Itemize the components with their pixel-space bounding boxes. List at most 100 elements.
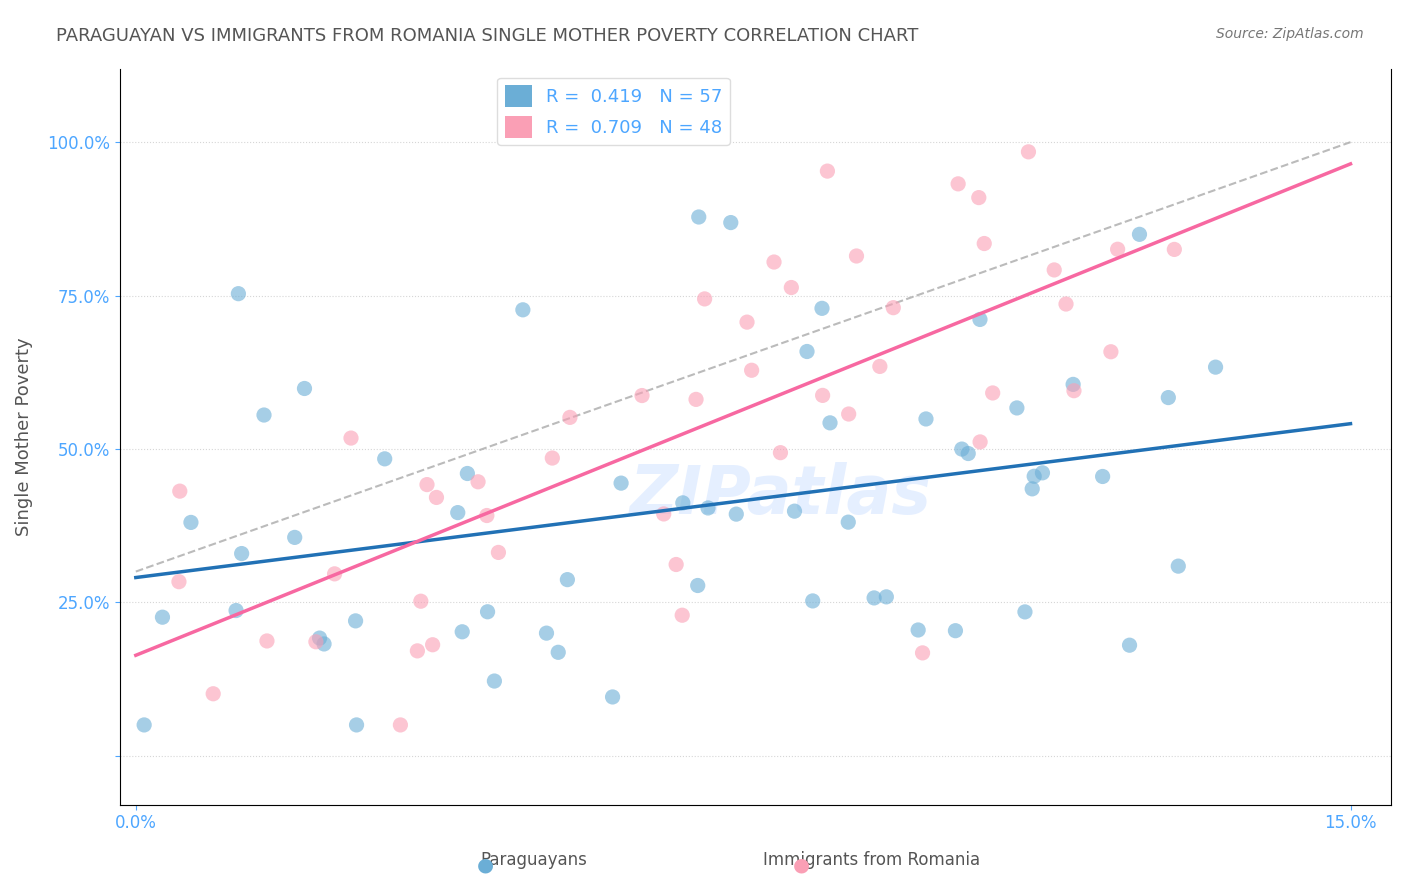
Point <box>231 547 253 561</box>
Point <box>1157 391 1180 405</box>
Point <box>911 646 934 660</box>
Point <box>725 507 748 521</box>
Text: ●: ● <box>793 855 810 875</box>
Point <box>1021 482 1043 496</box>
Point <box>1005 401 1028 415</box>
Point <box>256 634 278 648</box>
Point <box>374 451 396 466</box>
Point <box>253 408 276 422</box>
Point <box>456 467 478 481</box>
Point <box>541 451 564 466</box>
Point <box>1205 360 1227 375</box>
Point <box>484 673 506 688</box>
Point <box>815 164 838 178</box>
Point <box>973 236 995 251</box>
Point <box>671 608 693 623</box>
Point <box>720 216 742 230</box>
Point <box>907 623 929 637</box>
Y-axis label: Single Mother Poverty: Single Mother Poverty <box>15 337 32 536</box>
Point <box>536 626 558 640</box>
Point <box>284 530 307 544</box>
Point <box>422 638 444 652</box>
Point <box>180 516 202 530</box>
Point <box>811 301 834 316</box>
Point <box>685 392 707 407</box>
Point <box>882 301 904 315</box>
Point <box>1118 638 1140 652</box>
Point <box>665 558 688 572</box>
Point <box>344 614 367 628</box>
Point <box>1063 384 1085 398</box>
Point <box>672 496 695 510</box>
Point <box>801 594 824 608</box>
Point <box>631 388 654 402</box>
Point <box>1031 466 1053 480</box>
Point <box>152 610 174 624</box>
Point <box>783 504 806 518</box>
Point <box>818 416 841 430</box>
Point <box>769 445 792 459</box>
Point <box>697 500 720 515</box>
Point <box>688 210 710 224</box>
Point <box>950 442 973 456</box>
Point <box>969 434 991 449</box>
Point <box>967 191 990 205</box>
Point <box>1091 469 1114 483</box>
Point <box>837 515 859 529</box>
Point <box>686 578 709 592</box>
Point <box>969 312 991 326</box>
Point <box>167 574 190 589</box>
Point <box>1163 243 1185 257</box>
Point <box>425 491 447 505</box>
Point <box>946 177 969 191</box>
Point <box>169 484 191 499</box>
Point <box>389 718 412 732</box>
Point <box>693 292 716 306</box>
Point <box>1014 605 1036 619</box>
Point <box>308 631 330 645</box>
Point <box>875 590 897 604</box>
Point <box>451 624 474 639</box>
Point <box>838 407 860 421</box>
Point <box>945 624 967 638</box>
Point <box>294 382 316 396</box>
Point <box>228 286 250 301</box>
Point <box>558 410 581 425</box>
Point <box>1054 297 1077 311</box>
Text: Immigrants from Romania: Immigrants from Romania <box>763 851 980 869</box>
Point <box>323 566 346 581</box>
Point <box>981 386 1004 401</box>
Point <box>447 506 470 520</box>
Point <box>957 446 980 460</box>
Point <box>796 344 818 359</box>
Point <box>915 412 938 426</box>
Text: PARAGUAYAN VS IMMIGRANTS FROM ROMANIA SINGLE MOTHER POVERTY CORRELATION CHART: PARAGUAYAN VS IMMIGRANTS FROM ROMANIA SI… <box>56 27 918 45</box>
Point <box>1017 145 1039 159</box>
Point <box>845 249 868 263</box>
Point <box>863 591 886 605</box>
Point <box>1024 469 1046 483</box>
Point <box>652 507 675 521</box>
Point <box>1043 263 1066 277</box>
Point <box>1128 227 1150 242</box>
Text: Paraguayans: Paraguayans <box>481 851 588 869</box>
Point <box>406 644 429 658</box>
Point <box>346 718 368 732</box>
Text: Source: ZipAtlas.com: Source: ZipAtlas.com <box>1216 27 1364 41</box>
Point <box>225 603 247 617</box>
Point <box>134 718 156 732</box>
Point <box>602 690 624 704</box>
Point <box>1167 559 1189 574</box>
Point <box>312 637 335 651</box>
Point <box>409 594 432 608</box>
Point <box>547 645 569 659</box>
Point <box>610 476 633 491</box>
Point <box>1062 377 1084 392</box>
Point <box>477 605 499 619</box>
Point <box>811 388 834 402</box>
Point <box>741 363 763 377</box>
Point <box>1099 344 1122 359</box>
Legend: R =  0.419   N = 57, R =  0.709   N = 48: R = 0.419 N = 57, R = 0.709 N = 48 <box>498 78 730 145</box>
Point <box>869 359 891 374</box>
Point <box>202 687 225 701</box>
